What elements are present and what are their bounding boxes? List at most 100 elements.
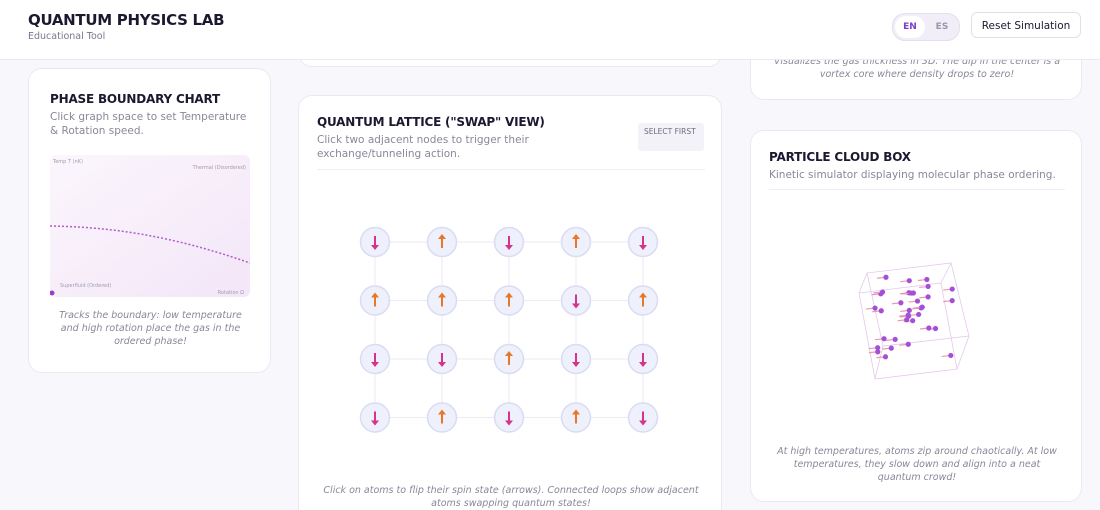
- box-edge: [866, 262, 970, 347]
- spin-arrowhead: [572, 234, 580, 239]
- particle-box[interactable]: [851, 251, 981, 386]
- spin-arrowhead: [371, 420, 379, 426]
- spin-node[interactable]: [560, 343, 592, 375]
- cloud-card: PARTICLE CLOUD BOX Kinetic simulator dis…: [750, 130, 1082, 502]
- particle: [914, 298, 921, 304]
- spin-arrowhead: [438, 292, 446, 298]
- particle: [906, 307, 912, 313]
- spin-node[interactable]: [627, 226, 659, 258]
- spin-node[interactable]: [493, 226, 525, 258]
- box-edge: [940, 262, 952, 284]
- spin-node[interactable]: [359, 226, 391, 258]
- spin-node[interactable]: [359, 343, 391, 375]
- particle: [872, 305, 878, 311]
- spin-arrowhead: [371, 245, 379, 250]
- particle: [949, 298, 955, 304]
- spin-arrowhead: [572, 303, 580, 309]
- chart-label: Thermal (Disordered): [192, 165, 246, 171]
- spin-arrowhead: [371, 362, 379, 367]
- particle: [879, 289, 886, 295]
- spin-node[interactable]: [359, 402, 391, 433]
- spin-arrowhead: [505, 420, 513, 426]
- particle: [908, 290, 914, 296]
- phase-chart[interactable]: Temp T (nK) Thermal (Disordered) Superfl…: [50, 155, 250, 297]
- phase-boundary: [50, 225, 250, 264]
- spin-node[interactable]: [627, 285, 659, 316]
- spin-arrowhead: [505, 292, 513, 298]
- spin-arrowhead: [639, 292, 647, 298]
- particle: [948, 352, 954, 359]
- particle: [905, 312, 911, 318]
- particle: [905, 341, 911, 347]
- spin-node[interactable]: [426, 402, 458, 433]
- language-toggle: EN ES: [892, 13, 960, 41]
- card-caption: Click on atoms to flip their spin state …: [323, 485, 699, 509]
- divider: [317, 169, 705, 170]
- particle: [919, 304, 925, 310]
- chart-label: Rotation Ω: [218, 290, 245, 296]
- box-edge: [956, 335, 970, 370]
- particle: [906, 278, 912, 284]
- card-title: PARTICLE CLOUD BOX: [769, 150, 911, 164]
- spin-arrowhead: [505, 351, 513, 356]
- language-en[interactable]: EN: [895, 16, 925, 38]
- particle: [916, 311, 922, 318]
- chart-label: Superfluid (Ordered): [60, 283, 111, 289]
- spin-node[interactable]: [493, 285, 525, 316]
- spin-arrowhead: [438, 234, 446, 239]
- card-description: Kinetic simulator displaying molecular p…: [769, 169, 1056, 181]
- particle: [883, 274, 889, 280]
- particle: [925, 294, 931, 300]
- card-description: Click two adjacent nodes to trigger thei…: [317, 134, 529, 160]
- spin-node[interactable]: [560, 402, 592, 433]
- spin-arrowhead: [572, 409, 580, 415]
- spin-node[interactable]: [426, 226, 458, 258]
- card-title: QUANTUM LATTICE ("SWAP" VIEW): [317, 115, 545, 129]
- spin-node[interactable]: [493, 343, 525, 375]
- selected-point: [50, 290, 55, 296]
- particle: [875, 345, 881, 351]
- app-title: QUANTUM PHYSICS LAB: [28, 11, 225, 29]
- spin-node[interactable]: [560, 226, 592, 258]
- spin-arrowhead: [438, 362, 446, 367]
- app-subtitle: Educational Tool: [28, 31, 106, 42]
- reset-button[interactable]: Reset Simulation: [971, 12, 1081, 38]
- spin-node[interactable]: [426, 285, 458, 316]
- spin-node[interactable]: [426, 343, 458, 375]
- lattice-grid: [359, 226, 659, 433]
- spin-arrowhead: [371, 292, 379, 298]
- status-badge: SELECT FIRST: [638, 123, 704, 151]
- spin-node[interactable]: [627, 343, 659, 375]
- lattice-card: QUANTUM LATTICE ("SWAP" VIEW) Click two …: [298, 95, 722, 510]
- particle: [888, 345, 894, 351]
- box-edge: [874, 345, 884, 380]
- spin-node[interactable]: [560, 285, 592, 316]
- particle: [932, 325, 939, 332]
- particle: [926, 325, 932, 331]
- particle: [882, 354, 889, 360]
- particle: [898, 300, 904, 306]
- particle: [878, 308, 884, 314]
- spin-arrowhead: [639, 245, 647, 250]
- particle: [904, 317, 910, 323]
- particle: [875, 349, 881, 355]
- phase-card: PHASE BOUNDARY CHART Click graph space t…: [28, 68, 271, 373]
- particle: [910, 318, 916, 324]
- card-description: Click graph space to set Temperature & R…: [50, 111, 247, 137]
- particle: [925, 283, 931, 290]
- spin-node[interactable]: [359, 285, 391, 316]
- box-edge: [858, 282, 958, 380]
- divider: [769, 189, 1065, 190]
- particle: [924, 276, 930, 283]
- particle: [881, 336, 887, 342]
- particle: [949, 286, 955, 292]
- spin-arrowhead: [505, 245, 513, 250]
- chart-label: Temp T (nK): [52, 159, 83, 165]
- header: QUANTUM PHYSICS LAB Educational Tool EN …: [0, 0, 1100, 60]
- spin-node[interactable]: [627, 402, 659, 433]
- language-es[interactable]: ES: [935, 22, 949, 32]
- spin-node[interactable]: [493, 402, 525, 433]
- spin-arrowhead: [572, 362, 580, 367]
- box-edge: [858, 272, 868, 294]
